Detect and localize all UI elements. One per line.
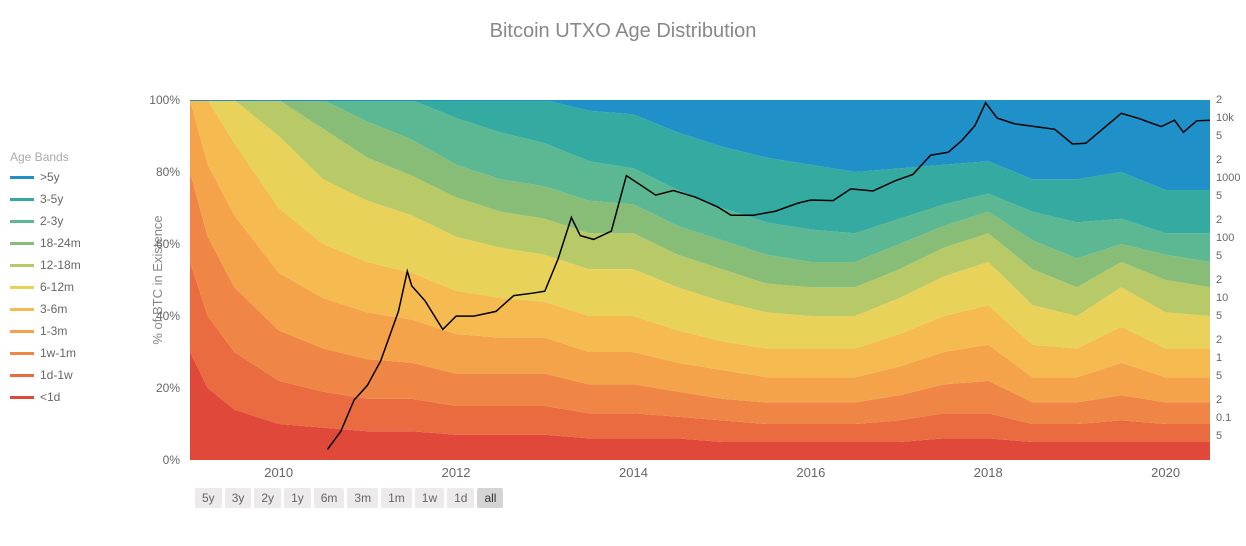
y-left-tick: 100% (149, 93, 180, 107)
legend-item[interactable]: 1w-1m (10, 344, 81, 362)
legend-title: Age Bands (10, 150, 81, 164)
y-right-tick: 2 (1216, 394, 1222, 406)
plot-area (190, 100, 1210, 460)
x-tick: 2010 (264, 465, 293, 480)
y-right-tick: 5 (1216, 130, 1222, 142)
y-right-tick: 5 (1216, 370, 1222, 382)
legend-item[interactable]: 18-24m (10, 234, 81, 252)
y-right-tick: 2 (1216, 274, 1222, 286)
range-button-3m[interactable]: 3m (347, 488, 378, 508)
legend-label: >5y (40, 170, 60, 184)
y-right-tick: 10 (1216, 292, 1228, 304)
legend-swatch (10, 396, 34, 399)
x-tick: 2014 (619, 465, 648, 480)
legend-swatch (10, 264, 34, 267)
legend-swatch (10, 198, 34, 201)
y-right-tick: 5 (1216, 190, 1222, 202)
y-right-tick: 5 (1216, 430, 1222, 442)
legend-swatch (10, 176, 34, 179)
range-button-all[interactable]: all (477, 488, 503, 508)
legend-item[interactable]: <1d (10, 388, 81, 406)
range-button-1y[interactable]: 1y (284, 488, 311, 508)
legend-label: 12-18m (40, 258, 81, 272)
y-left-tick: 80% (156, 165, 180, 179)
range-button-6m[interactable]: 6m (314, 488, 345, 508)
y-right-tick: 1000 (1216, 172, 1240, 184)
legend-swatch (10, 352, 34, 355)
range-button-1m[interactable]: 1m (381, 488, 412, 508)
y-left-axis: 0%20%40%60%80%100% (130, 100, 185, 460)
y-right-tick: 5 (1216, 310, 1222, 322)
legend-item[interactable]: 1d-1w (10, 366, 81, 384)
x-tick: 2020 (1151, 465, 1180, 480)
legend-label: 3-5y (40, 192, 63, 206)
legend-item[interactable]: 6-12m (10, 278, 81, 296)
legend-swatch (10, 286, 34, 289)
range-selector: 5y3y2y1y6m3m1m1w1dall (195, 488, 503, 508)
legend-label: <1d (40, 390, 60, 404)
legend-swatch (10, 330, 34, 333)
y-right-tick: 10k (1216, 112, 1234, 124)
legend-label: 1w-1m (40, 346, 76, 360)
legend-swatch (10, 308, 34, 311)
legend-swatch (10, 374, 34, 377)
legend-label: 2-3y (40, 214, 63, 228)
range-button-1w[interactable]: 1w (415, 488, 444, 508)
chart-title: Bitcoin UTXO Age Distribution (0, 20, 1246, 43)
legend-label: 1-3m (40, 324, 67, 338)
x-axis: 2010 2012 2014 2016 2018 2020 (190, 465, 1210, 485)
x-tick: 2012 (442, 465, 471, 480)
legend-label: 6-12m (40, 280, 74, 294)
legend-swatch (10, 220, 34, 223)
legend: Age Bands >5y 3-5y 2-3y 18-24m 12-18m 6-12m 3-… (10, 150, 81, 410)
y-right-tick: 100 (1216, 232, 1234, 244)
legend-item[interactable]: 1-3m (10, 322, 81, 340)
y-left-tick: 40% (156, 309, 180, 323)
legend-item[interactable]: >5y (10, 168, 81, 186)
y-right-tick: 5 (1216, 250, 1222, 262)
legend-label: 1d-1w (40, 368, 73, 382)
range-button-1d[interactable]: 1d (447, 488, 474, 508)
legend-item[interactable]: 3-6m (10, 300, 81, 318)
legend-item[interactable]: 2-3y (10, 212, 81, 230)
y-left-tick: 0% (163, 453, 180, 467)
y-right-tick: 2 (1216, 94, 1222, 106)
range-button-2y[interactable]: 2y (254, 488, 281, 508)
x-tick: 2018 (974, 465, 1003, 480)
legend-item[interactable]: 3-5y (10, 190, 81, 208)
legend-label: 18-24m (40, 236, 81, 250)
y-left-tick: 60% (156, 237, 180, 251)
y-right-tick: 2 (1216, 154, 1222, 166)
x-tick: 2016 (796, 465, 825, 480)
y-right-axis: 50.12512510251002510002510k2 (1212, 100, 1246, 460)
range-button-5y[interactable]: 5y (195, 488, 222, 508)
chart-svg (190, 100, 1210, 460)
y-right-tick: 0.1 (1216, 412, 1231, 424)
y-left-tick: 20% (156, 381, 180, 395)
y-right-tick: 2 (1216, 214, 1222, 226)
range-button-3y[interactable]: 3y (225, 488, 252, 508)
y-right-tick: 2 (1216, 334, 1222, 346)
y-right-tick: 1 (1216, 352, 1222, 364)
legend-swatch (10, 242, 34, 245)
legend-label: 3-6m (40, 302, 67, 316)
legend-item[interactable]: 12-18m (10, 256, 81, 274)
